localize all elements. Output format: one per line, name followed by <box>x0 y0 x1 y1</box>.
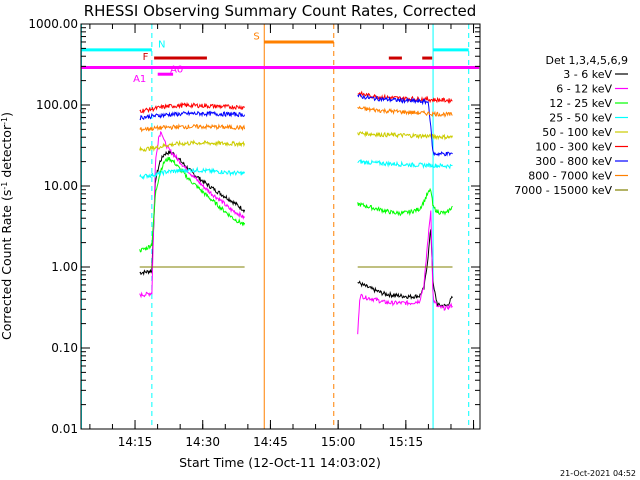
series-line-0-1 <box>357 229 453 309</box>
legend-label-7: 800 - 7000 keV <box>528 170 612 183</box>
flag-bars: N S F A0 A1 <box>81 32 480 85</box>
series-line-6-1 <box>357 93 453 157</box>
flag-label-a1: A1 <box>133 74 146 85</box>
series-1 <box>139 130 453 335</box>
series-group <box>139 90 453 335</box>
series-7 <box>139 105 453 133</box>
series-4 <box>139 130 453 152</box>
y-axis: 1000.00 100.00 10.00 1.00 0.10 0.01 <box>28 17 480 436</box>
flag-label-f: F <box>143 52 149 63</box>
legend-label-4: 50 - 100 keV <box>542 126 612 139</box>
y-axis-label-sup2: -1 <box>0 117 9 125</box>
x-axis: 14:15 14:30 14:45 15:00 15:15 <box>89 24 475 449</box>
y-tick-label: 1.00 <box>51 260 78 274</box>
plot-frame <box>80 23 481 430</box>
legend-label-0: 3 - 6 keV <box>563 68 612 81</box>
y-axis-label-main: Corrected Count Rate (s <box>0 190 14 340</box>
series-line-1-0 <box>139 130 245 299</box>
y-axis-label-sup1: -1 <box>0 182 9 190</box>
series-5 <box>139 90 453 114</box>
y-axis-label: Corrected Count Rate (s-1 detector-1) <box>0 112 14 340</box>
x-tick-label: 15:15 <box>389 435 424 449</box>
legend-title: Det 1,3,4,5,6,9 <box>545 54 628 67</box>
series-line-5-1 <box>357 90 453 104</box>
series-line-2-1 <box>357 187 453 217</box>
y-tick-label: 0.01 <box>51 422 78 436</box>
legend-label-8: 7000 - 15000 keV <box>514 184 612 197</box>
series-line-5-0 <box>139 101 245 114</box>
series-line-3-0 <box>139 166 246 180</box>
series-line-7-0 <box>139 123 246 133</box>
series-line-4-1 <box>357 130 453 141</box>
series-line-1-1 <box>357 210 453 335</box>
legend-label-3: 25 - 50 keV <box>549 112 612 125</box>
series-line-6-0 <box>139 110 246 121</box>
x-tick-label: 15:00 <box>321 435 356 449</box>
series-line-2-0 <box>139 156 246 253</box>
y-tick-label: 1000.00 <box>28 17 78 31</box>
chart-title: RHESSI Observing Summary Count Rates, Co… <box>84 2 477 20</box>
legend-label-6: 300 - 800 keV <box>535 155 612 168</box>
flag-label-a0: A0 <box>170 64 183 75</box>
series-2 <box>139 156 453 253</box>
flag-label-s: S <box>253 32 259 43</box>
y-axis-label-mid: detector <box>0 124 14 182</box>
y-axis-label-end: ) <box>0 112 14 117</box>
series-3 <box>139 158 453 180</box>
legend-label-5: 100 - 300 keV <box>535 141 612 154</box>
legend-label-2: 12 - 25 keV <box>549 97 612 110</box>
series-line-3-1 <box>357 158 453 170</box>
x-tick-label: 14:45 <box>253 435 288 449</box>
series-line-7-1 <box>357 105 453 118</box>
series-6 <box>139 93 453 157</box>
x-axis-label: Start Time (12-Oct-11 14:03:02) <box>179 455 381 470</box>
timestamp: 21-Oct-2021 04:52 <box>560 469 636 478</box>
y-tick-label: 100.00 <box>36 98 78 112</box>
flag-label-n: N <box>158 39 165 50</box>
legend-label-1: 6 - 12 keV <box>556 83 612 96</box>
y-tick-label: 0.10 <box>51 341 78 355</box>
x-tick-label: 14:15 <box>118 435 153 449</box>
series-line-4-0 <box>139 139 246 152</box>
y-tick-label: 10.00 <box>44 179 78 193</box>
x-tick-label: 14:30 <box>185 435 220 449</box>
